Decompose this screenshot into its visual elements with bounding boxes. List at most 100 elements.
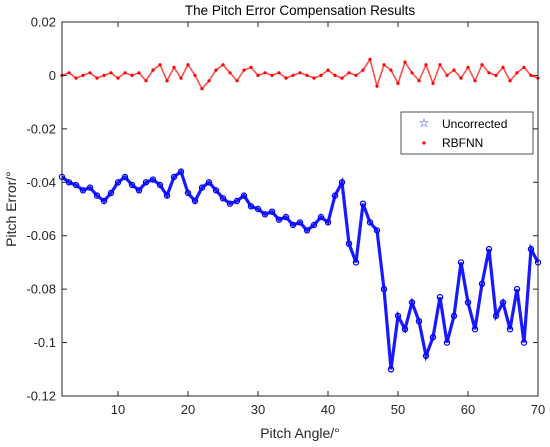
data-point xyxy=(527,245,535,253)
data-point xyxy=(219,195,227,202)
data-point xyxy=(368,57,372,62)
y-tick-label: -0.06 xyxy=(26,228,56,243)
data-point xyxy=(172,65,176,69)
y-tick-label: -0.04 xyxy=(26,175,56,190)
data-point xyxy=(492,312,500,320)
data-point xyxy=(233,197,241,205)
data-point xyxy=(200,87,204,91)
data-point xyxy=(529,73,533,77)
y-tick-label: -0.08 xyxy=(26,282,56,297)
y-tick-label: -0.02 xyxy=(26,121,56,136)
data-point xyxy=(74,76,78,80)
plot-area xyxy=(62,22,538,396)
data-point xyxy=(67,71,71,75)
legend: ☆ Uncorrected RBFNN xyxy=(400,111,534,155)
x-tick-label: 50 xyxy=(391,402,405,417)
data-point xyxy=(184,189,192,197)
data-point xyxy=(205,179,213,186)
data-point xyxy=(354,73,358,77)
data-point xyxy=(165,79,169,83)
data-point xyxy=(93,192,101,199)
legend-uncorrected-marker: ☆ xyxy=(419,116,430,130)
data-point xyxy=(324,219,332,226)
data-point xyxy=(513,285,521,293)
y-axis-title: Pitch Error/° xyxy=(3,171,19,247)
data-point xyxy=(473,79,477,83)
data-point xyxy=(471,326,479,333)
data-point xyxy=(158,63,162,67)
data-point xyxy=(382,63,386,67)
data-point xyxy=(380,285,388,293)
data-point xyxy=(480,63,484,67)
data-point xyxy=(186,63,190,67)
data-point xyxy=(242,68,246,72)
data-point xyxy=(429,334,437,341)
data-point xyxy=(408,299,416,306)
data-point xyxy=(149,176,157,183)
data-point xyxy=(100,197,108,205)
data-point xyxy=(303,227,311,234)
data-point xyxy=(359,200,367,207)
data-point xyxy=(515,71,519,75)
data-point xyxy=(79,187,87,194)
x-tick-label: 40 xyxy=(321,402,335,417)
data-point xyxy=(214,68,218,72)
data-point xyxy=(198,184,206,191)
data-point xyxy=(317,213,325,221)
data-point xyxy=(261,211,269,218)
data-point xyxy=(459,76,463,80)
data-point xyxy=(142,179,150,186)
data-point xyxy=(249,65,253,69)
data-point xyxy=(107,189,115,197)
data-point xyxy=(326,68,330,72)
data-point xyxy=(436,294,444,301)
y-tick-label: -0.1 xyxy=(34,335,56,350)
data-point xyxy=(520,339,528,346)
data-point xyxy=(207,79,211,83)
data-point xyxy=(506,326,514,333)
data-point xyxy=(226,200,234,207)
legend-box xyxy=(400,111,534,155)
data-point xyxy=(417,79,421,83)
data-point xyxy=(123,71,127,75)
data-point xyxy=(466,65,470,69)
x-tick-label: 70 xyxy=(531,402,545,417)
data-point xyxy=(116,76,120,80)
data-point xyxy=(289,221,297,229)
data-point xyxy=(277,71,281,75)
data-point xyxy=(212,187,220,194)
data-point xyxy=(422,352,430,360)
x-tick-label: 20 xyxy=(181,402,195,417)
data-point xyxy=(191,197,199,205)
data-point xyxy=(410,71,414,75)
x-tick-label: 30 xyxy=(251,402,265,417)
data-point xyxy=(114,179,122,186)
data-point xyxy=(144,79,148,83)
data-point xyxy=(438,63,442,67)
data-point xyxy=(296,219,304,226)
data-point xyxy=(340,76,344,80)
data-point xyxy=(494,73,498,77)
data-point xyxy=(366,219,374,226)
data-point xyxy=(403,60,407,64)
data-point xyxy=(396,81,400,85)
data-point xyxy=(177,168,185,175)
data-point xyxy=(431,81,435,85)
data-point xyxy=(193,73,197,77)
data-point xyxy=(464,299,472,306)
data-point xyxy=(135,187,143,194)
data-point xyxy=(275,216,283,223)
data-point xyxy=(445,73,449,77)
data-point xyxy=(312,76,316,80)
data-point xyxy=(282,213,290,221)
data-point xyxy=(478,280,486,287)
chart-title: The Pitch Error Compensation Results xyxy=(185,3,416,18)
data-point xyxy=(501,65,505,69)
data-point xyxy=(415,318,423,325)
data-point xyxy=(291,73,295,77)
data-point xyxy=(128,181,136,189)
data-point xyxy=(221,63,225,67)
data-point xyxy=(81,73,85,77)
data-point xyxy=(487,71,491,75)
